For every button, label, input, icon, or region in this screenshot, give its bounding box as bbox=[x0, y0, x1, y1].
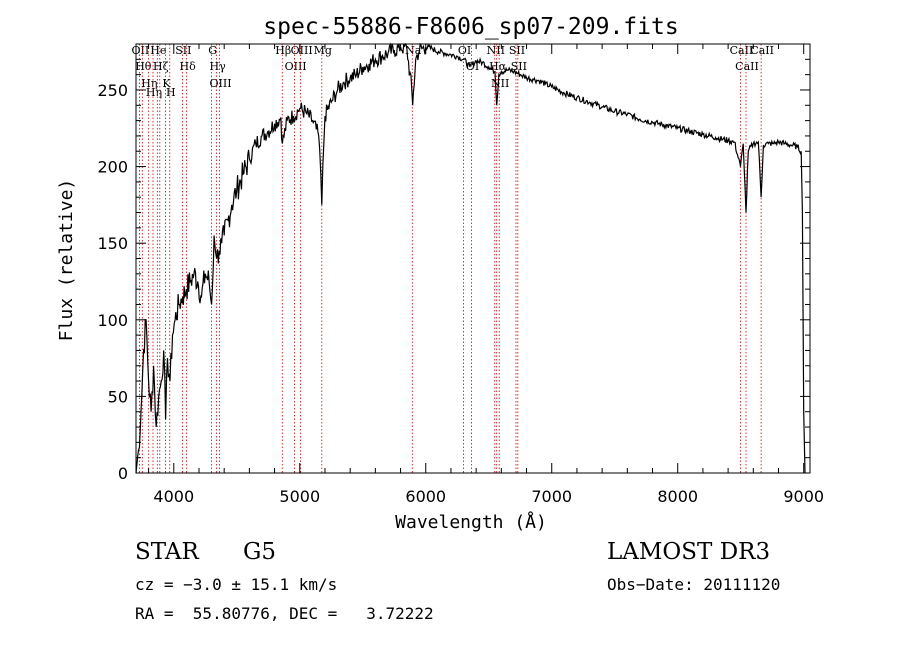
obs-date: Obs−Date: 20111120 bbox=[607, 575, 781, 594]
x-tick-label: 7000 bbox=[531, 487, 572, 506]
marker-label-hδ: Hδ bbox=[180, 60, 197, 73]
plot-frame bbox=[135, 43, 811, 474]
marker-label-oiii: OIII bbox=[285, 60, 307, 73]
marker-label-k: K bbox=[162, 77, 171, 90]
marker-label-hζ: Hζ bbox=[153, 60, 169, 73]
marker-label-hβ: Hβ bbox=[275, 44, 291, 57]
y-tick-label: 250 bbox=[97, 81, 128, 100]
marker-label-caii: CaII bbox=[750, 44, 774, 57]
spectral-subclass: G5 bbox=[243, 539, 277, 565]
marker-label-oi: OI bbox=[458, 44, 471, 57]
x-tick-label: 6000 bbox=[405, 487, 446, 506]
marker-label-nii: NII bbox=[487, 44, 505, 57]
marker-label-hγ: Hγ bbox=[210, 60, 227, 73]
marker-label-sii: SII bbox=[175, 44, 191, 57]
marker-label-mg: Mg bbox=[314, 44, 332, 57]
y-tick-label: 100 bbox=[97, 311, 128, 330]
marker-label-g: G bbox=[208, 44, 217, 57]
x-axis: 4000 5000 6000 7000 8000 9000 bbox=[148, 44, 824, 506]
y-tick-label: 50 bbox=[108, 387, 128, 406]
marker-label-he: He bbox=[150, 44, 166, 57]
x-tick-label: 9000 bbox=[783, 487, 824, 506]
x-axis-label: Wavelength (Å) bbox=[395, 511, 547, 533]
marker-label-oiii: OIII bbox=[291, 44, 313, 57]
object-class: STAR bbox=[135, 539, 199, 565]
x-tick-label: 8000 bbox=[657, 487, 698, 506]
spectrum-line bbox=[135, 42, 806, 474]
x-tick-label: 4000 bbox=[153, 487, 194, 506]
marker-label-na: Na bbox=[405, 44, 422, 57]
ra-dec-coordinates: RA = 55.80776, DEC = 3.72222 bbox=[135, 604, 434, 623]
y-tick-label: 150 bbox=[97, 234, 128, 253]
y-tick-label: 0 bbox=[118, 464, 128, 483]
x-tick-label: 5000 bbox=[279, 487, 320, 506]
marker-label-oii: OII bbox=[132, 44, 150, 57]
marker-label-caii: CaII bbox=[730, 44, 754, 57]
marker-label-h: H bbox=[166, 86, 176, 99]
y-tick-label: 200 bbox=[97, 158, 128, 177]
survey-name: LAMOST DR3 bbox=[607, 539, 771, 565]
marker-label-nii: NII bbox=[491, 77, 509, 90]
chart-title: spec-55886-F8606_sp07-209.fits bbox=[263, 14, 678, 40]
redshift-cz: cz = −3.0 ± 15.1 km/s bbox=[135, 575, 338, 594]
y-axis-label: Flux (relative) bbox=[56, 179, 77, 342]
marker-label-hθ: Hθ bbox=[135, 60, 152, 73]
marker-label-oiii: OIII bbox=[209, 77, 231, 90]
marker-label-caii: CaII bbox=[735, 60, 759, 73]
marker-label-sii: SII bbox=[509, 44, 525, 57]
marker-label-hη: Hη bbox=[146, 86, 162, 99]
y-axis: 0 50 100 150 200 250 bbox=[97, 43, 810, 483]
